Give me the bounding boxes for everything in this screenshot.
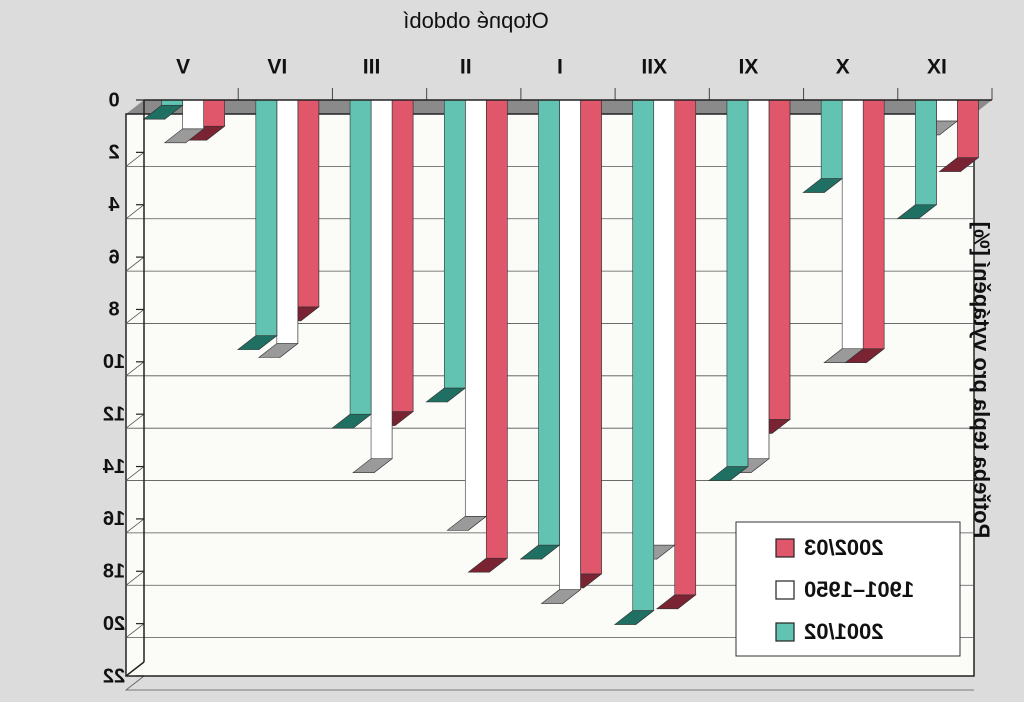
legend-swatch (775, 622, 795, 642)
bar (632, 99, 655, 611)
x-tick-label: XI (739, 56, 759, 79)
bar (538, 99, 560, 546)
x-tick-label: IV (267, 56, 287, 79)
bar (297, 99, 320, 308)
legend: 2002/03 1901–1950 2001/02 (735, 521, 961, 657)
y-tick-label: 0 (108, 89, 119, 111)
bar (255, 99, 278, 336)
legend-label: 1901–1950 (804, 577, 914, 602)
bar (464, 99, 487, 517)
bar (936, 99, 958, 122)
bar (841, 99, 864, 350)
gridline (124, 623, 974, 639)
y-tick-label: 4 (108, 194, 120, 216)
bar (580, 99, 602, 575)
y-tick-label: 16 (103, 508, 125, 530)
legend-label: 2002/03 (804, 535, 884, 560)
bar (653, 99, 676, 546)
bar (957, 99, 979, 158)
bar (862, 99, 885, 350)
bar (726, 99, 749, 467)
x-tick-label: X (836, 56, 850, 79)
y-tick-label: 6 (108, 246, 119, 268)
x-tick-label: V (176, 56, 190, 79)
x-tick-label: IX (927, 56, 947, 79)
bar (485, 99, 508, 559)
y-axis-depth (125, 661, 145, 677)
y-tick-label: 12 (103, 403, 125, 425)
y-tick-label: 18 (103, 561, 125, 583)
bar (276, 99, 299, 344)
x-tick-label: III (363, 56, 381, 79)
bar (391, 99, 414, 412)
chart-title: Otopné období (403, 8, 549, 33)
legend-swatch (775, 580, 795, 600)
bar (768, 99, 791, 420)
y-tick-label: 8 (108, 299, 119, 321)
y-tick-label: 2 (108, 142, 119, 164)
legend-swatch (775, 538, 795, 558)
legend-box (735, 521, 961, 657)
bar (674, 99, 697, 596)
y-tick-label: 20 (103, 613, 125, 635)
bar (370, 99, 393, 459)
bar (915, 99, 937, 206)
y-axis-label: Potřeba tepla pro vytápění [%] (969, 222, 994, 539)
x-tick-label: XII (641, 56, 667, 79)
y-tick-label: 14 (102, 456, 125, 478)
bars-group (142, 99, 980, 626)
bar (443, 99, 466, 389)
bar (182, 99, 204, 130)
y-tick-label: 22 (103, 665, 125, 687)
bar (559, 99, 581, 590)
bar (161, 99, 183, 106)
x-tick-label: II (460, 56, 472, 79)
legend-label: 2001/02 (804, 619, 884, 644)
y-tick-label: 10 (103, 351, 125, 373)
bar (349, 99, 372, 415)
bar (820, 99, 843, 179)
bar (747, 99, 770, 459)
gridline (124, 675, 974, 691)
x-tick-label: I (557, 56, 563, 79)
bar (203, 99, 225, 127)
